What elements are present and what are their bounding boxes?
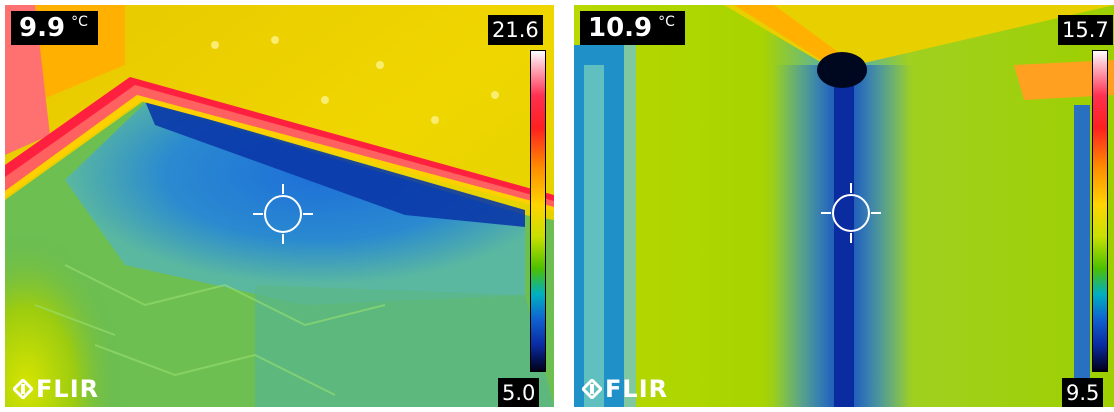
flir-logo-text: FLIR xyxy=(605,375,669,403)
thermal-scene-left xyxy=(5,5,554,407)
scale-max-label: 21.6 xyxy=(488,15,543,45)
flir-logo-icon xyxy=(582,379,602,399)
flir-logo-text: FLIR xyxy=(36,375,100,403)
scale-min-label: 9.5 xyxy=(1062,378,1104,407)
crosshair-icon xyxy=(821,183,881,243)
thermal-image-right: 10.9 °C 15.7 9.5 FLIR xyxy=(574,5,1114,407)
temperature-unit: °C xyxy=(658,14,675,30)
crosshair-icon xyxy=(253,184,313,244)
spot-temperature-readout: 9.9 °C xyxy=(11,11,98,45)
temperature-color-bar xyxy=(1092,50,1108,372)
temperature-unit: °C xyxy=(71,14,88,30)
scale-min-label: 5.0 xyxy=(498,378,540,407)
spot-temperature-value: 9.9 xyxy=(19,13,66,43)
temperature-color-bar xyxy=(530,50,546,372)
flir-logo-icon xyxy=(13,379,33,399)
flir-logo: FLIR xyxy=(582,375,668,403)
scale-max-label: 15.7 xyxy=(1058,15,1113,45)
flir-logo: FLIR xyxy=(13,375,99,403)
spot-temperature-readout: 10.9 °C xyxy=(580,11,685,45)
thermal-image-left: 9.9 °C 21.6 5.0 FLIR xyxy=(5,5,554,407)
thermal-scene-right xyxy=(574,5,1114,407)
spot-temperature-value: 10.9 xyxy=(588,13,653,43)
